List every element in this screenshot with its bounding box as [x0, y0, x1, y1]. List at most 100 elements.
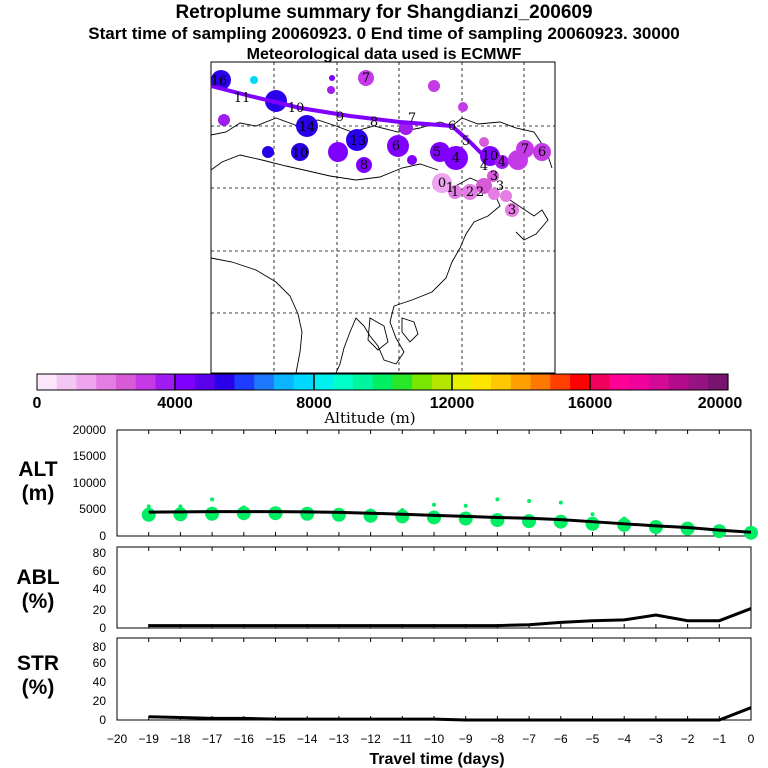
x-axis-label: Travel time (days): [369, 751, 504, 768]
plume-dot: [480, 146, 500, 166]
map-label: 9: [336, 110, 344, 125]
colorbar-cell: [491, 374, 512, 390]
colorbar-tick: 8000: [296, 395, 332, 412]
plume-dot: [328, 142, 348, 162]
x-tick-label: −6: [554, 732, 568, 746]
map-labels: 16 13 14 10 7 6 5 4 3 2 1 9 8 7 6 10 4 3…: [211, 71, 546, 218]
alt-cluster-point: [553, 514, 568, 529]
map-graticule: [211, 62, 555, 373]
sampling-times: Start time of sampling 20060923. 0 End t…: [88, 24, 680, 43]
colorbar-tick: 16000: [568, 395, 613, 412]
colorbar-cell: [56, 374, 78, 390]
colorbar-cell: [135, 374, 157, 390]
colorbar-cell: [214, 374, 236, 390]
abl-y-tick: 60: [93, 564, 107, 578]
x-tick-label: −7: [522, 732, 536, 746]
colorbar-cell: [254, 374, 275, 390]
abl-y-tick: 20: [93, 603, 107, 617]
alt-cluster-point: [395, 509, 410, 524]
colorbar-tick: 4000: [157, 395, 193, 412]
str-y-tick: 40: [93, 675, 107, 689]
x-tick-label: −20: [107, 732, 128, 746]
plume-dot: [407, 155, 417, 165]
map-label: 8: [360, 158, 368, 173]
colorbar-cell: [451, 374, 472, 390]
x-tick-label: −13: [329, 732, 350, 746]
map-label: 8: [370, 115, 378, 130]
colorbar-cell: [649, 374, 670, 390]
alt-upper-point: [495, 497, 500, 502]
x-tick-label: −3: [649, 732, 663, 746]
plume-dot: [218, 114, 230, 126]
plume-dot: [291, 143, 309, 161]
plume-dot: [505, 203, 519, 217]
plume-dot: [476, 178, 492, 194]
colorbar-cell: [273, 374, 295, 390]
str-panel-unit: (%): [22, 676, 55, 699]
colorbar-cell: [629, 374, 650, 390]
trajectory-map: 16 13 14 10 7 6 5 4 3 2 1 9 8 7 6 10 4 3…: [210, 61, 556, 374]
colorbar-cell: [609, 374, 630, 390]
plume-dot: [428, 80, 440, 92]
alt-mean-line: [148, 510, 752, 534]
x-tick-label: −14: [297, 732, 318, 746]
plume-dot: [516, 140, 534, 158]
alt-cluster-point: [490, 513, 505, 528]
alt-upper-point: [146, 504, 151, 509]
map-label: 6: [538, 145, 546, 160]
alt-cluster-point: [585, 516, 600, 531]
x-tick-label: −9: [459, 732, 473, 746]
abl-y-tick: 0: [99, 621, 106, 635]
alt-y-tick: 0: [99, 529, 106, 543]
plume-dot: [387, 135, 409, 157]
map-plume-dots: [211, 70, 551, 217]
alt-cluster-point: [331, 507, 346, 522]
colorbar-cell: [589, 374, 611, 390]
str-frame: [116, 637, 752, 721]
alt-cluster-point: [236, 506, 251, 521]
map-label: 2: [466, 185, 474, 200]
map-label: 6: [392, 139, 400, 154]
plume-dot: [329, 75, 335, 81]
map-label: 5: [433, 145, 441, 160]
map-label: 4: [452, 151, 460, 166]
alt-panel-label: ALT: [18, 458, 57, 481]
colorbar-cells: [37, 374, 729, 390]
x-tick-label: −16: [234, 732, 255, 746]
alt-panel: ALT (m) 20000 15000 10000 5000 0: [18, 423, 758, 543]
abl-y-ticks: 80 60 40 20 0: [93, 546, 107, 635]
plume-dot: [358, 70, 374, 86]
plume-dot: [533, 143, 551, 161]
map-label: 7: [408, 111, 416, 126]
x-tick-label: −11: [393, 732, 413, 746]
plume-dot: [479, 137, 489, 147]
colorbar-cell: [37, 374, 58, 390]
colorbar-cell: [668, 374, 690, 390]
abl-marks: [116, 547, 752, 628]
alt-upper-point: [590, 512, 595, 517]
plume-dot: [462, 184, 478, 200]
abl-panel-unit: (%): [22, 590, 55, 613]
x-tick-label: −17: [202, 732, 223, 746]
alt-cluster-point: [458, 511, 473, 526]
map-label: 16: [211, 74, 228, 89]
colorbar-cell: [570, 374, 591, 390]
met-data-note: Meteorological data used is ECMWF: [246, 46, 522, 63]
trajectory-path: [210, 84, 492, 164]
map-label: 10: [288, 101, 305, 116]
str-panel-label: STR: [17, 652, 59, 675]
plume-dot: [346, 129, 368, 151]
x-tick-label: −15: [265, 732, 286, 746]
plume-dot: [327, 86, 335, 94]
map-frame: [210, 61, 556, 374]
map-label: 3: [496, 179, 504, 194]
map-label: 3: [490, 169, 498, 184]
alt-upper-point: [463, 503, 468, 508]
alt-y-ticks: 20000 15000 10000 5000 0: [73, 423, 107, 543]
map-label: 4: [498, 155, 506, 170]
chart-title: Retroplume summary for Shangdianzi_20060…: [175, 2, 593, 23]
alt-upper-point: [432, 502, 436, 507]
alt-cluster-point: [363, 508, 378, 523]
str-series-line: [148, 706, 752, 722]
x-tick-label: 0: [748, 732, 755, 746]
